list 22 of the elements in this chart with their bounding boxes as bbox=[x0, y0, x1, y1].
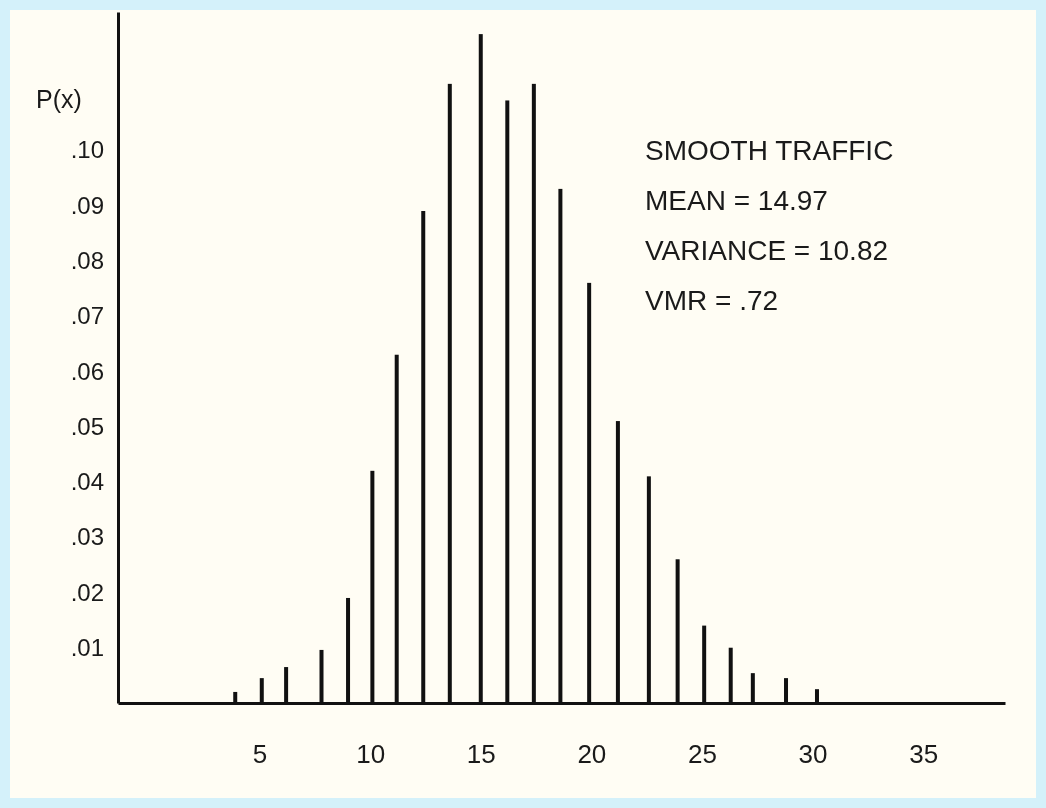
y-tick-label: .05 bbox=[70, 412, 104, 440]
x-tick-label: 35 bbox=[909, 739, 939, 770]
y-tick-label: .04 bbox=[70, 468, 104, 496]
y-tick-label: .09 bbox=[70, 191, 104, 219]
annotation: MEAN = 14.97 bbox=[645, 185, 828, 216]
y-tick-label: .06 bbox=[70, 357, 104, 385]
x-tick-label: 25 bbox=[688, 739, 717, 770]
x-tick-label: 5 bbox=[252, 739, 268, 770]
x-tick-label: 30 bbox=[798, 739, 828, 770]
y-tick-label: .07 bbox=[70, 302, 104, 330]
y-tick-label: .10 bbox=[70, 136, 104, 164]
annotation: SMOOTH TRAFFIC bbox=[645, 135, 894, 166]
annotation: VARIANCE = 10.82 bbox=[645, 235, 889, 266]
y-axis-title: P(x) bbox=[36, 85, 82, 113]
x-tick-label: 20 bbox=[577, 739, 607, 770]
y-tick-label: .03 bbox=[70, 523, 104, 551]
x-tick-label: 10 bbox=[356, 739, 386, 770]
annotation: VMR = .72 bbox=[645, 285, 779, 316]
y-tick-label: .02 bbox=[70, 578, 104, 606]
y-tick-label: .01 bbox=[70, 633, 104, 661]
x-tick-label: 15 bbox=[466, 739, 496, 770]
y-tick-label: .08 bbox=[70, 246, 104, 274]
